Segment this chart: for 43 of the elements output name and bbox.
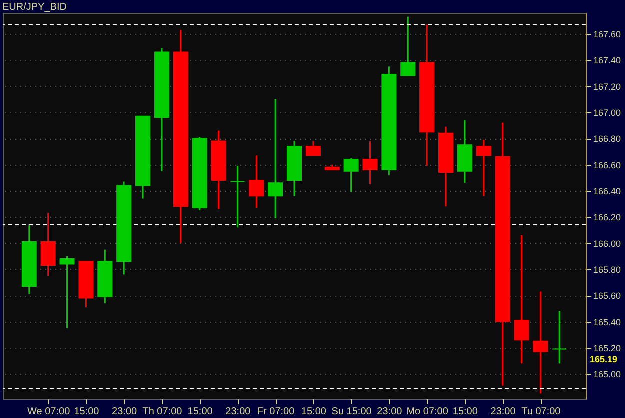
- candlestick: [230, 165, 246, 228]
- x-tick-label: Su 15:00: [332, 406, 372, 418]
- y-tick-label: 166.20: [594, 212, 622, 223]
- x-tick-label: 15:00: [188, 406, 214, 418]
- y-tick-label: 165.40: [594, 317, 622, 328]
- candlestick: [40, 212, 56, 277]
- x-tick-label: We 07:00: [28, 406, 71, 418]
- y-tick-label: 165.20: [594, 343, 622, 354]
- candlestick: [533, 290, 548, 395]
- text: 165.19: [590, 354, 618, 364]
- x-tick-label: 23:00: [377, 406, 403, 418]
- y-tick-label: 165.80: [594, 264, 622, 275]
- x-tick-label: Mo 07:00: [406, 406, 449, 418]
- x-tick-label: Tu 07:00: [522, 406, 562, 418]
- candlestick: [306, 140, 321, 156]
- y-tick-label: 167.00: [594, 108, 622, 118]
- candlestick: [344, 157, 359, 194]
- x-tick-label: 15:00: [74, 406, 100, 418]
- candlestick: [362, 140, 378, 186]
- candlestick: [400, 16, 416, 77]
- x-tick-label: 23:00: [112, 406, 138, 418]
- y-tick-label: 167.40: [594, 56, 622, 66]
- y-tick-label: 165.60: [594, 291, 622, 302]
- y-tick-label: 166.00: [594, 238, 622, 249]
- x-tick-label: Fr 07:00: [257, 406, 296, 418]
- y-tick-label: 166.60: [594, 160, 622, 170]
- y-tick-label: 167.20: [594, 82, 622, 92]
- candlestick: [60, 256, 75, 330]
- x-tick-label: 23:00: [490, 406, 516, 418]
- candlestick: [476, 139, 492, 197]
- candlestick: [268, 98, 284, 220]
- y-tick-label: 167.60: [594, 29, 622, 40]
- y-tick-label: 166.80: [594, 134, 622, 144]
- chart-title: EUR/JPY_BID: [2, 2, 67, 13]
- y-tick-label: 165.00: [594, 370, 622, 380]
- x-tick-label: 15:00: [452, 406, 478, 418]
- candlestick: [552, 310, 568, 364]
- x-tick-label: Th 07:00: [142, 406, 183, 418]
- y-tick-label: 166.40: [594, 186, 622, 196]
- x-tick-label: 15:00: [301, 406, 327, 418]
- candlestick: [514, 234, 530, 364]
- candlestick: [249, 154, 264, 209]
- x-tick-label: 23:00: [226, 406, 252, 418]
